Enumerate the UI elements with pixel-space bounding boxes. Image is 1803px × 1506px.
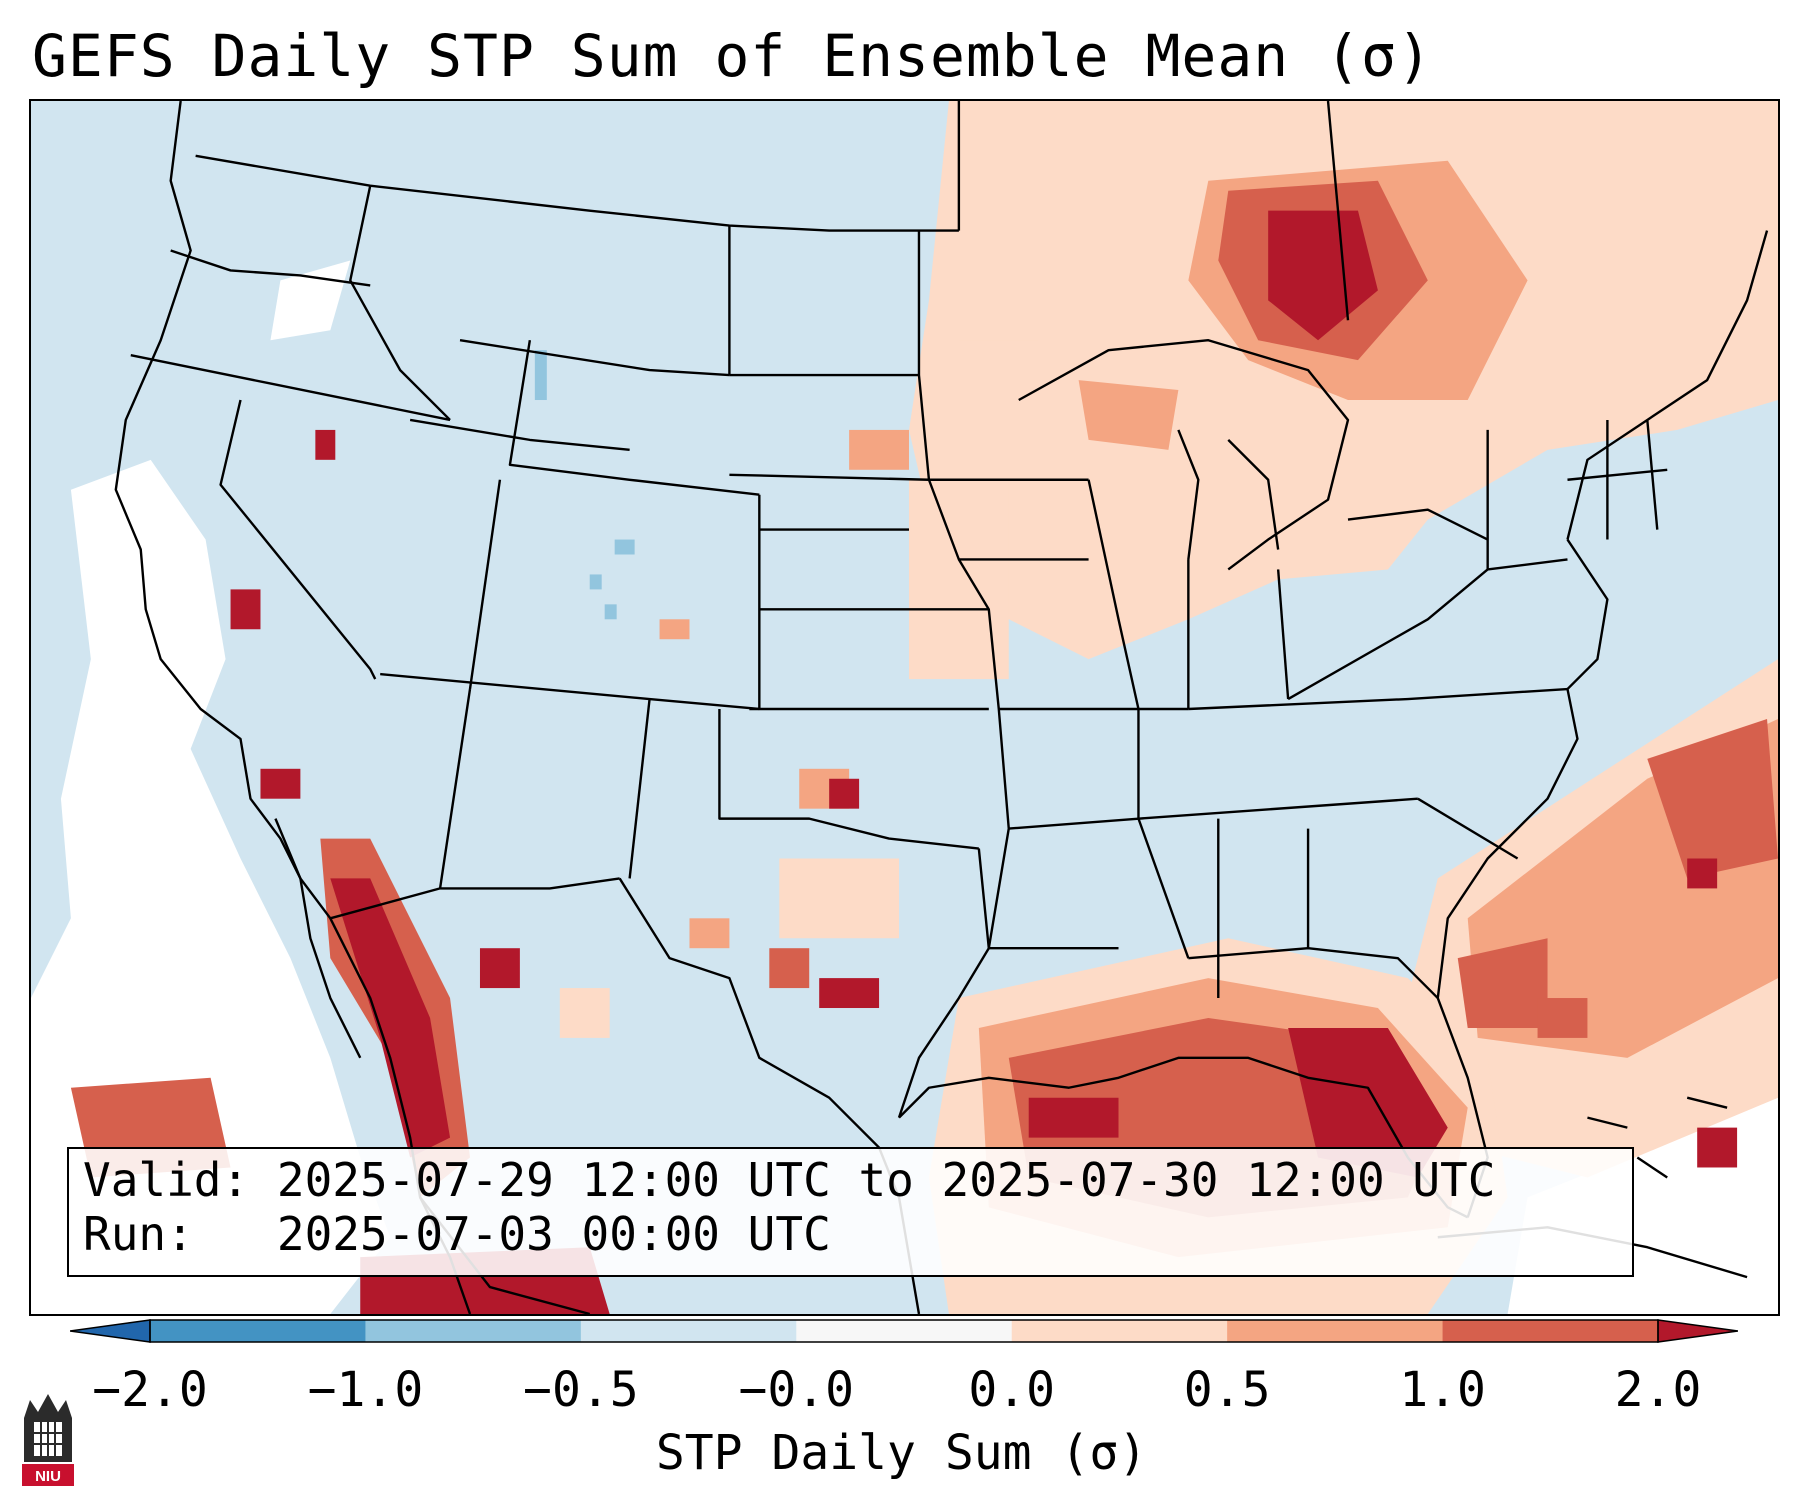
valid-time: 2025-07-29 12:00 UTC to 2025-07-30 12:00… bbox=[276, 1153, 1496, 1207]
colorbar-under-arrow bbox=[70, 1320, 150, 1342]
stp-map bbox=[31, 101, 1778, 1314]
colorbar-tick-label: 2.0 bbox=[1614, 1362, 1702, 1418]
colorbar-tick-label: 1.0 bbox=[1399, 1362, 1486, 1418]
colorbar-tick-label: 0.0 bbox=[968, 1362, 1056, 1418]
colorbar-tick-label: −0.0 bbox=[738, 1362, 855, 1418]
colorbar-bin bbox=[1227, 1320, 1444, 1342]
chart-title: GEFS Daily STP Sum of Ensemble Mean (σ) bbox=[32, 22, 1433, 90]
colorbar-bin bbox=[150, 1320, 366, 1342]
colorbar-tick-label: −2.0 bbox=[92, 1362, 208, 1418]
colorbar-bin bbox=[580, 1320, 797, 1342]
colorbar-title: STP Daily Sum (σ) bbox=[655, 1425, 1148, 1481]
colorbar-bins bbox=[150, 1320, 1659, 1342]
run-label: Run: bbox=[83, 1207, 194, 1261]
colorbar-bin bbox=[1442, 1320, 1659, 1342]
colorbar bbox=[70, 1319, 1738, 1343]
svg-text:NIU: NIU bbox=[35, 1468, 61, 1485]
niu-logo: NIU bbox=[22, 1394, 74, 1486]
state-borders bbox=[114, 101, 1769, 1314]
colorbar-over-arrow bbox=[1658, 1320, 1738, 1342]
anomaly-fields bbox=[31, 101, 1778, 1314]
valid-run-info-box: Valid: 2025-07-29 12:00 UTC to 2025-07-3… bbox=[67, 1147, 1634, 1277]
colorbar-tick-label: −0.5 bbox=[523, 1362, 639, 1418]
colorbar-tick-label: −1.0 bbox=[307, 1362, 424, 1418]
valid-label: Valid: bbox=[83, 1153, 250, 1207]
colorbar-bin bbox=[796, 1320, 1013, 1342]
colorbar-bin bbox=[365, 1320, 582, 1342]
colorbar-bin bbox=[1011, 1320, 1228, 1342]
map-panel bbox=[29, 99, 1780, 1316]
colorbar-tick-label: 0.5 bbox=[1183, 1362, 1271, 1418]
run-time: 2025-07-03 00:00 UTC bbox=[276, 1207, 831, 1261]
